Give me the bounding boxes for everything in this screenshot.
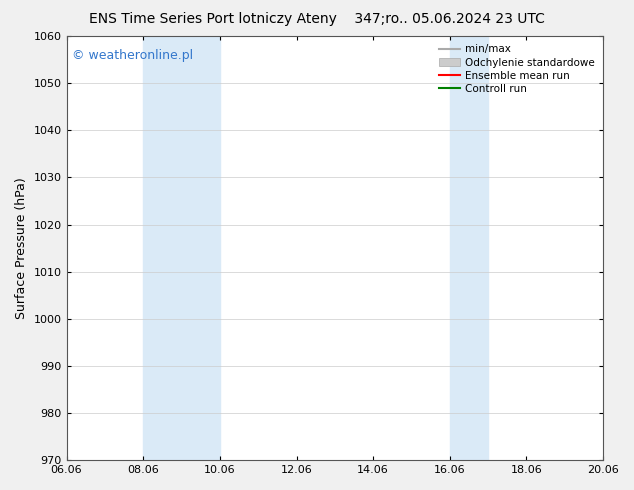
Bar — [450, 36, 488, 460]
Bar — [143, 36, 220, 460]
Y-axis label: Surface Pressure (hPa): Surface Pressure (hPa) — [15, 177, 28, 319]
Legend: min/max, Odchylenie standardowe, Ensemble mean run, Controll run: min/max, Odchylenie standardowe, Ensembl… — [436, 41, 598, 97]
Text: © weatheronline.pl: © weatheronline.pl — [72, 49, 193, 62]
Text: ENS Time Series Port lotniczy Ateny    347;ro.. 05.06.2024 23 UTC: ENS Time Series Port lotniczy Ateny 347;… — [89, 12, 545, 26]
